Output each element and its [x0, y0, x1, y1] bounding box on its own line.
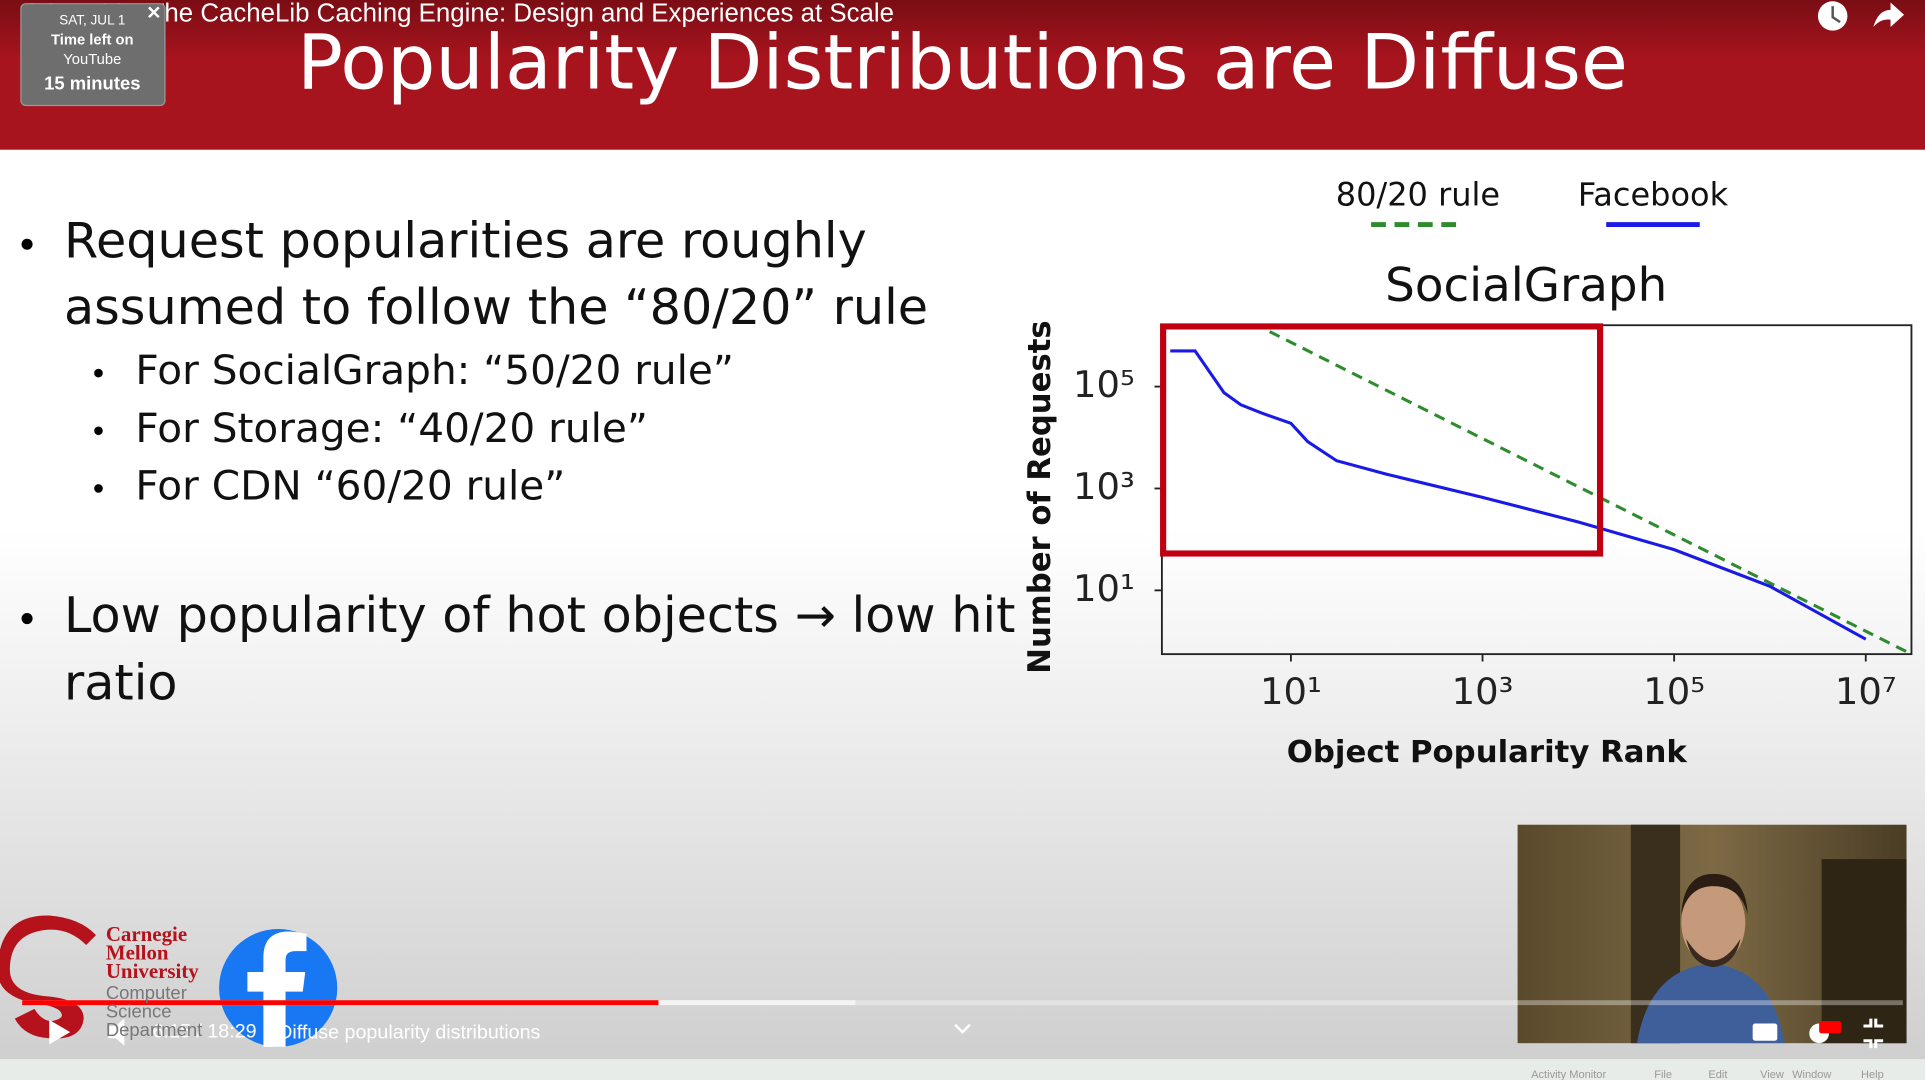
sub-bullet-text: For SocialGraph: “50/20 rule”	[135, 346, 734, 394]
cmu-name: Carnegie	[106, 922, 187, 946]
x-axis-label: Object Popularity Rank	[1287, 734, 1689, 770]
desktop-strip	[0, 1059, 1925, 1080]
slide-header	[0, 0, 1925, 150]
close-reminder[interactable]	[148, 6, 160, 19]
bullet-text: ratio	[64, 654, 178, 712]
sub-bullet-dot	[94, 368, 103, 378]
chapter-title[interactable]: Diffuse popularity distributions	[278, 1022, 540, 1044]
y-tick-label: 10⁵	[1073, 363, 1135, 406]
video-title: OSDI '20 - The CacheLib Caching Engine: …	[22, 0, 894, 28]
y-axis-label: Number of Requests	[1022, 320, 1058, 673]
menu-item: File	[1654, 1069, 1672, 1080]
slide-title: Popularity Distributions are Diffuse	[297, 18, 1628, 107]
play-button[interactable]	[49, 1019, 71, 1045]
menu-item: Activity Monitor	[1531, 1069, 1606, 1080]
highlight-box	[1160, 323, 1604, 557]
menu-item: Window	[1792, 1069, 1831, 1080]
time-display: 6:15 / 18:29	[153, 1020, 257, 1042]
exit-fullscreen[interactable]	[1863, 1018, 1884, 1049]
series-line	[1268, 330, 1913, 656]
reminder-remaining: 15 minutes	[44, 73, 140, 94]
sub-bullet-text: For CDN “60/20 rule”	[135, 461, 565, 509]
menu-item: Edit	[1708, 1069, 1727, 1080]
legend-label: Facebook	[1578, 175, 1729, 213]
x-tick-label: 10³	[1452, 670, 1514, 713]
cmu-name: University	[106, 959, 199, 983]
webcam	[1517, 824, 1907, 1044]
cmu-dept: Department	[106, 1019, 202, 1040]
y-tick-label: 10¹	[1073, 567, 1135, 610]
facebook-f	[247, 931, 307, 1047]
bullet-dot	[21, 238, 33, 250]
reminder-text: Time left on	[51, 32, 134, 48]
cmu-name: Mellon	[106, 941, 169, 965]
reminder-text: YouTube	[63, 52, 121, 68]
bullet-dot	[21, 613, 33, 625]
bullet-text: Low popularity of hot objects → low hit	[64, 586, 1015, 644]
progress-track[interactable]	[22, 1000, 1903, 1006]
share-button[interactable]	[1873, 2, 1905, 27]
cmu-dept: Computer	[106, 982, 187, 1003]
sub-bullet-dot	[94, 484, 103, 493]
cmu-logo	[0, 915, 97, 1039]
bullet-text: Request popularities are roughly	[64, 212, 867, 270]
y-tick-label: 10³	[1073, 465, 1135, 508]
chapters-toggle[interactable]	[954, 1023, 971, 1034]
reminder-date: SAT, JUL 1	[59, 12, 125, 27]
x-tick-label: 10¹	[1260, 670, 1322, 713]
volume-button[interactable]	[108, 1018, 125, 1046]
sub-bullet-text: For Storage: “40/20 rule”	[135, 404, 648, 452]
menu-item: View	[1760, 1069, 1784, 1080]
series-line	[1170, 349, 1867, 641]
cc-button[interactable]	[1752, 1023, 1778, 1041]
progress-played	[22, 1000, 659, 1006]
menu-item: Help	[1861, 1069, 1884, 1080]
reminder-widget	[20, 3, 166, 107]
clock-hand	[1831, 6, 1841, 24]
sub-bullet-dot	[94, 426, 103, 436]
chart-title: SocialGraph	[1385, 259, 1667, 313]
x-tick-label: 10⁵	[1643, 670, 1705, 713]
legend-label: 80/20 rule	[1336, 175, 1500, 213]
x-tick-label: 10⁷	[1835, 670, 1897, 713]
hd-badge	[1819, 1021, 1842, 1034]
bullet-text: assumed to follow the “80/20” rule	[64, 278, 928, 336]
cmu-dept: Science	[106, 1000, 172, 1021]
